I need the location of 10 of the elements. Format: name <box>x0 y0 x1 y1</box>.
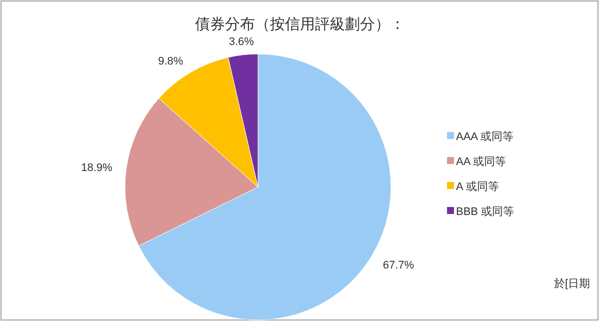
data-label: 67.7% <box>382 260 414 272</box>
legend-label: BBB 或同等 <box>456 205 514 218</box>
legend-label: AAA 或同等 <box>456 130 514 143</box>
text: 於[日期 <box>554 277 590 290</box>
data-label: 9.8% <box>158 55 184 68</box>
data-label: 18.9% <box>81 162 113 174</box>
chart-title: 債券分布（按信用評級劃分）： <box>195 16 405 33</box>
legend-label: A 或同等 <box>456 180 499 193</box>
data-label: 3.6% <box>228 36 254 48</box>
legend-label: AA 或同等 <box>456 155 506 168</box>
